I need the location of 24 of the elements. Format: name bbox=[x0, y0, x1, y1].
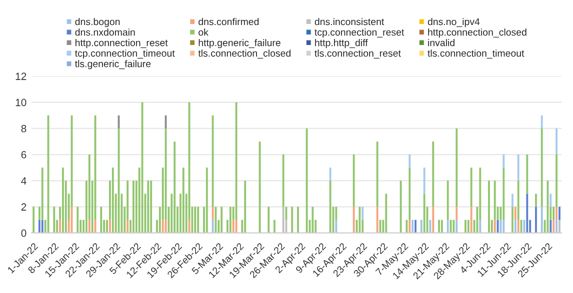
legend-label: invalid bbox=[428, 39, 454, 46]
legend-label: tcp.connection_reset bbox=[314, 28, 404, 38]
legend-label: tls.connection_closed bbox=[198, 50, 291, 59]
y-tick-label: 4 bbox=[21, 177, 26, 184]
legend-label: tls.connection_timeout bbox=[428, 50, 524, 59]
y-tick-label: 6 bbox=[21, 151, 26, 158]
legend-label: http.connection_reset bbox=[76, 39, 168, 48]
legend-label: http.http_diff bbox=[315, 39, 368, 48]
y-tick-label: 12 bbox=[16, 72, 26, 80]
legend-label: dns.confirmed bbox=[198, 18, 259, 26]
y-tick-label: 8 bbox=[21, 124, 26, 132]
legend-label: dns.bogon bbox=[75, 18, 120, 28]
legend-label: dns.no_ipv4 bbox=[428, 18, 480, 28]
y-tick-label: 0 bbox=[21, 229, 26, 237]
legend-label: ok bbox=[198, 28, 208, 36]
legend-label: dns.inconsistent bbox=[314, 18, 384, 26]
legend-label: dns.nxdomain bbox=[75, 28, 135, 36]
y-tick-label: 10 bbox=[16, 98, 26, 106]
legend-label: http.connection_closed bbox=[428, 28, 526, 38]
legend-label: tcp.connection_timeout bbox=[75, 50, 175, 59]
legend-label: tls.connection_reset bbox=[314, 50, 401, 59]
y-tick-label: 2 bbox=[21, 203, 26, 211]
legend-label: tls.generic_failure bbox=[75, 60, 151, 70]
legend-label: http.generic_failure bbox=[198, 39, 280, 48]
